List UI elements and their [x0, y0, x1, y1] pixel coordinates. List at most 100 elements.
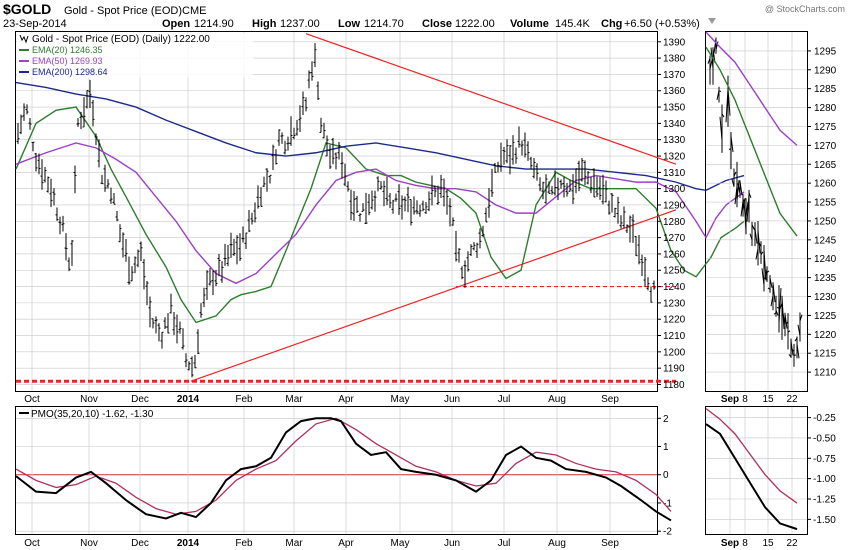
price-bar: [607, 200, 611, 215]
price-bar: [268, 174, 272, 184]
main-y-tick-label: 1200: [663, 347, 686, 358]
pmo-y-tick-label: -1: [663, 498, 672, 509]
price-bar: [589, 176, 593, 194]
price-bar: [289, 116, 293, 146]
price-bar: [19, 114, 23, 135]
price-bar: [562, 176, 566, 198]
price-bar: [202, 287, 206, 308]
pmo-x-tick-label: Sep: [601, 538, 619, 549]
main-y-tick-label: 1380: [663, 54, 686, 65]
price-bar: [40, 159, 44, 190]
pmo-signal-line: [15, 417, 672, 515]
symbol: $GOLD: [3, 1, 51, 17]
high-value: 1237.00: [280, 18, 320, 30]
zoom-price-bar: [752, 222, 758, 247]
price-bar: [397, 184, 401, 215]
pmo-zoom-y-tick-label: -0.25: [813, 413, 836, 424]
price-bar: [493, 162, 497, 173]
collapse-arrow-icon[interactable]: [708, 18, 716, 24]
pmo-zoom-x-tick-label: Sep: [721, 538, 739, 549]
price-bar: [583, 160, 587, 185]
main-y-tick-label: 1260: [663, 249, 686, 260]
zoom-price-bar: [746, 189, 752, 223]
price-bar: [85, 89, 89, 109]
price-bar: [553, 170, 557, 196]
price-bar: [523, 132, 527, 158]
price-bar: [322, 122, 326, 139]
price-bar: [520, 140, 524, 156]
zoom-price-bar: [743, 198, 749, 235]
price-bar: [259, 187, 263, 207]
price-bar: [130, 266, 134, 282]
main-y-tick-label: 1340: [663, 119, 686, 130]
price-bar: [196, 329, 200, 355]
price-bar: [610, 193, 614, 213]
pmo-y-tick-label: 2: [663, 414, 669, 425]
price-bar: [628, 215, 632, 243]
price-bar: [280, 132, 284, 144]
price-bar: [262, 176, 266, 188]
price-bar: [445, 189, 449, 215]
price-bar: [433, 185, 437, 198]
price-bar: [391, 199, 395, 214]
price-bar: [358, 213, 362, 222]
price-bar: [499, 142, 503, 172]
price-bar: [487, 188, 491, 218]
pmo-legend-label: PMO(35,20,10) -1.62, -1.30: [31, 409, 154, 420]
pmo-y-tick-label: 0: [663, 470, 669, 481]
price-bar: [490, 168, 494, 197]
zoom-y-tick-label: 1215: [814, 349, 837, 360]
price-bar: [226, 245, 230, 267]
price-bar: [205, 270, 209, 301]
zoom-price-bar: [713, 37, 719, 54]
zoom-x-tick-label: 8: [742, 394, 748, 405]
price-bar: [22, 103, 26, 121]
price-bar: [37, 153, 41, 175]
main-x-tick-label: Jul: [498, 394, 511, 405]
price-bar: [193, 354, 197, 369]
main-x-tick-label: Sep: [601, 394, 619, 405]
price-bar: [535, 163, 539, 181]
price-bar: [616, 196, 620, 224]
pmo-line: [15, 417, 672, 522]
price-bar: [112, 192, 116, 205]
pmo-x-tick-label: Mar: [285, 538, 303, 549]
price-bar: [46, 176, 50, 193]
chg-label: Chg: [601, 18, 622, 30]
price-bar: [142, 259, 146, 290]
price-bar: [484, 207, 488, 223]
main-x-tick-label: Mar: [285, 394, 303, 405]
main-panel: [15, 31, 658, 392]
price-bar: [175, 314, 179, 344]
price-bar: [64, 233, 68, 261]
price-bar: [106, 179, 110, 189]
zoom-y-tick-label: 1230: [814, 292, 837, 303]
price-bar: [496, 161, 500, 173]
pmo-x-tick-label: Jul: [498, 538, 511, 549]
price-bar: [460, 266, 464, 280]
zoom-price-bar: [773, 295, 779, 317]
main-y-tick-label: 1220: [663, 315, 686, 326]
pmo-x-tick-label: Nov: [80, 538, 98, 549]
price-bar: [601, 174, 605, 205]
price-bar: [121, 232, 125, 258]
price-bar: [604, 180, 608, 203]
main-x-tick-label: Aug: [548, 394, 566, 405]
price-bar: [451, 217, 455, 226]
price-bar: [61, 215, 65, 232]
price-bar: [631, 214, 635, 243]
pmo-zoom-y-tick-label: -0.50: [813, 433, 836, 444]
quote-date: 23-Sep-2014: [3, 18, 67, 30]
price-bar: [556, 177, 560, 200]
price-bar: [463, 260, 467, 288]
main-x-tick-label: Jun: [444, 394, 460, 405]
price-bar: [31, 141, 35, 152]
main-y-tick-label: 1350: [663, 103, 686, 114]
price-bar: [472, 242, 476, 251]
price-bar: [436, 185, 440, 205]
zoom-y-tick-label: 1220: [814, 330, 837, 341]
price-bar: [103, 164, 107, 192]
zoom-y-tick-label: 1250: [814, 216, 837, 227]
main-y-tick-label: 1310: [663, 168, 686, 179]
